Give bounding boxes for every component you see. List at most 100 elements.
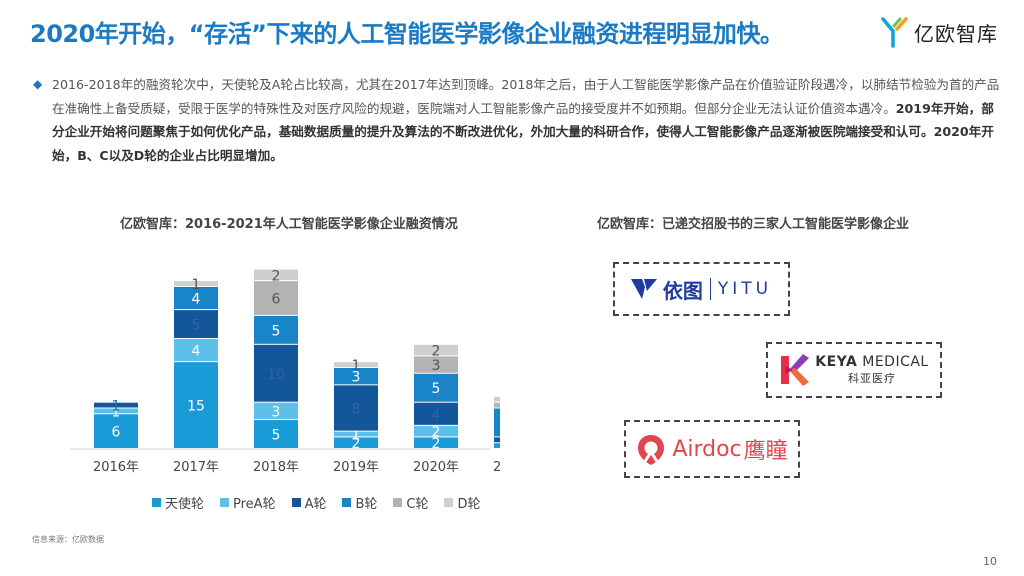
- bar-segment: [414, 437, 458, 448]
- keya-logo-icon: [781, 354, 810, 386]
- data-label: 5: [192, 318, 201, 334]
- data-label: 2: [272, 268, 281, 284]
- bar-segment: [254, 344, 298, 402]
- description: ◆ 2016-2018年的融资轮次中，天使轮及A轮占比较高，尤其在2017年达到…: [33, 73, 1002, 167]
- company-keya: KEYA MEDICAL 科亚医疗: [766, 342, 942, 398]
- x-tick-label: 2018年: [253, 460, 299, 475]
- legend-label: 天使轮: [165, 497, 205, 512]
- data-label: 2: [352, 436, 361, 452]
- source-note: 信息来源：亿欧数据: [32, 535, 104, 544]
- bar-segment: [414, 356, 458, 373]
- x-tick-label: 2016年: [93, 460, 139, 475]
- bar-segment: [174, 281, 218, 286]
- data-label: 2: [432, 425, 441, 441]
- data-label: 8: [352, 401, 361, 417]
- legend-label: A轮: [304, 497, 327, 512]
- logo-text: 亿欧智库: [914, 21, 998, 46]
- bar-segment: [254, 269, 298, 281]
- bar-segment: [494, 408, 500, 437]
- chart-title-companies: 亿欧智库：已递交招股书的三家人工智能医学影像企业: [597, 217, 910, 232]
- page-number: 10: [983, 555, 997, 568]
- bar-segment: [334, 431, 378, 437]
- legend-swatch: [342, 498, 352, 507]
- bar-segment: [414, 425, 458, 437]
- bar-segment: [334, 362, 378, 367]
- legend-swatch: [291, 498, 301, 507]
- bar-segment: [494, 437, 500, 443]
- x-tick-label: 2020年: [413, 460, 459, 475]
- bar-segment: [494, 443, 500, 448]
- legend-swatch: [220, 498, 230, 507]
- legend-item: PreA轮: [220, 493, 276, 512]
- funding-bar-chart: 6112016年1545412017年53105622018年218312019…: [70, 268, 500, 475]
- data-label: 4: [192, 344, 201, 360]
- data-label: 6: [272, 292, 281, 308]
- chart-title-funding: 亿欧智库：2016-2021年人工智能医学影像企业融资情况: [120, 217, 458, 232]
- bar-segment: [174, 310, 218, 339]
- keya-name-cn: 科亚医疗: [847, 372, 896, 385]
- airdoc-logo-icon: [638, 435, 665, 465]
- legend-item: A轮: [291, 493, 327, 512]
- bar-segment: [94, 408, 138, 414]
- x-tick-label: 2017年: [173, 460, 219, 475]
- bar-segment: [254, 420, 298, 448]
- bar-segment: [94, 402, 138, 408]
- bar-segment: [414, 344, 458, 356]
- keya-name-en-rest: MEDICAL: [857, 354, 929, 370]
- keya-name-en: KEYA MEDICAL: [815, 354, 928, 370]
- data-label: 5: [432, 381, 441, 397]
- data-label: 3: [352, 370, 361, 386]
- legend-label: B轮: [355, 497, 378, 512]
- data-label: 2: [432, 436, 441, 452]
- bar-segment: [414, 402, 458, 425]
- data-label: 4: [432, 407, 441, 423]
- data-label: 4: [192, 292, 201, 308]
- legend-label: PreA轮: [233, 497, 276, 512]
- company-airdoc: Airdoc 鹰瞳: [624, 420, 800, 478]
- page-title: 2020年开始，“存活”下来的人工智能医学影像企业融资进程明显加快。: [30, 20, 784, 48]
- x-tick-label: 2019年: [333, 460, 379, 475]
- data-label: 1: [112, 404, 121, 420]
- data-label: 1: [352, 358, 361, 374]
- bar-segment: [94, 414, 138, 448]
- legend-item: 天使轮: [152, 493, 204, 512]
- keya-name-en-bold: KEYA: [815, 354, 858, 370]
- bar-segment: [174, 286, 218, 310]
- x-tick-label: 2021年: [493, 460, 500, 475]
- data-label: 3: [432, 358, 441, 374]
- keya-text: KEYA MEDICAL 科亚医疗: [815, 354, 928, 386]
- data-label: 15: [187, 399, 205, 415]
- airdoc-name-en: Airdoc: [672, 436, 742, 462]
- legend-swatch: [393, 498, 403, 507]
- data-label: 5: [272, 428, 281, 444]
- data-label: 2: [432, 344, 441, 360]
- bar-segment: [174, 362, 218, 448]
- legend-label: D轮: [457, 497, 481, 512]
- legend-item: B轮: [342, 493, 377, 512]
- data-label: 1: [352, 428, 361, 444]
- chart-legend: 天使轮 PreA轮 A轮 B轮 C轮 D轮: [152, 493, 481, 512]
- bar-segment: [494, 402, 500, 408]
- yitu-name-en: YITU: [717, 279, 773, 299]
- bar-segment: [174, 339, 218, 362]
- description-normal: 2016-2018年的融资轮次中，天使轮及A轮占比较高，尤其在2017年达到顶峰…: [52, 77, 1000, 116]
- bar-segment: [334, 385, 378, 431]
- data-label: 1: [112, 399, 121, 415]
- logo: 亿欧智库: [880, 14, 1010, 50]
- legend-swatch: [152, 498, 161, 507]
- data-label: 5: [272, 323, 281, 339]
- legend-item: C轮: [393, 493, 428, 512]
- airdoc-name-cn: 鹰瞳: [743, 439, 788, 464]
- bar-segment: [334, 437, 378, 448]
- legend-label: C轮: [406, 497, 429, 512]
- data-label: 1: [192, 277, 201, 293]
- bar-segment: [414, 373, 458, 402]
- legend-item: D轮: [444, 493, 481, 512]
- diamond-bullet-icon: ◆: [33, 77, 43, 91]
- yitu-logo-icon: [630, 279, 657, 299]
- yitu-separator: [709, 278, 711, 300]
- data-label: 3: [272, 404, 281, 420]
- bar-segment: [254, 402, 298, 420]
- bar-segment: [494, 396, 500, 402]
- bar-segment: [254, 315, 298, 344]
